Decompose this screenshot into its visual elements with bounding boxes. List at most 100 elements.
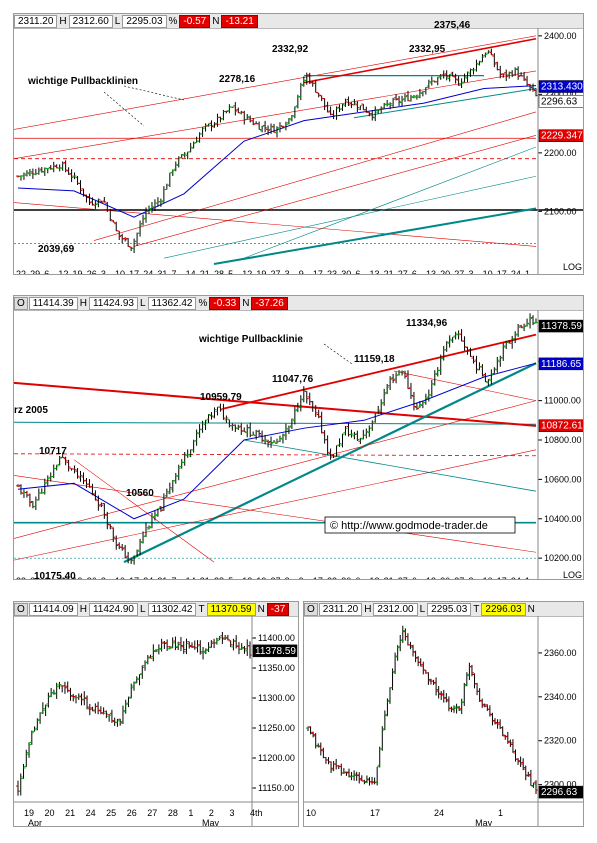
- x-tick-label: 10: [306, 808, 316, 818]
- x-tick-label: 4th: [250, 808, 263, 818]
- x-tick-label: 30: [341, 269, 351, 275]
- x-tick-label: 12: [242, 269, 252, 275]
- price-label-box: [538, 95, 583, 108]
- y-tick-label: 2200.00: [544, 148, 577, 158]
- price-label: 2313.430: [541, 82, 583, 93]
- x-tick-label: 17: [129, 576, 139, 580]
- x-tick-label: 7: [172, 269, 177, 275]
- y-tick-label: 2100.00: [544, 206, 577, 216]
- x-tick-label: 20: [45, 808, 55, 818]
- x-tick-label: 22: [16, 576, 26, 580]
- y-tick-label: 11250.00: [258, 723, 295, 733]
- x-tick-label: 28: [214, 576, 224, 580]
- x-tick-label: 26: [87, 269, 97, 275]
- x-tick-label: 14: [186, 269, 196, 275]
- y-tick-label: 2300.00: [544, 89, 577, 99]
- y-tick-label: 11000.00: [544, 396, 581, 406]
- open-value: 2311.20: [14, 15, 58, 28]
- x-tick-label: 20: [440, 269, 450, 275]
- price-label: 10872.61: [541, 421, 583, 432]
- x-tick-label: 25: [106, 808, 116, 818]
- annotation: 11047,76: [272, 374, 314, 385]
- x-tick-label: 7: [172, 576, 177, 580]
- annotation: 11334,96: [406, 318, 448, 329]
- x-tick-label: 9: [299, 269, 304, 275]
- last-value: 2296.03: [481, 603, 526, 616]
- x-tick-label: 27: [454, 269, 464, 275]
- x-tick-label: 10: [483, 269, 493, 275]
- sp-main-header: 2311.20 H 2312.60 L 2295.03% -0.57 N -13.21: [14, 14, 583, 29]
- price-label: 11186.65: [541, 359, 582, 370]
- x-tick-label: 1: [525, 576, 530, 580]
- pct-change: -0.57: [179, 15, 211, 28]
- y-tick-label: 2300.00: [544, 780, 577, 790]
- pullback-line: [14, 202, 537, 247]
- high-value: 11424.93: [88, 297, 138, 310]
- y-tick-label: 11200.00: [258, 753, 295, 763]
- y-tick-label: 10600.00: [544, 474, 582, 484]
- price-label-box: [538, 357, 583, 371]
- low-value: 2295.03: [122, 15, 167, 28]
- pct-change: -0.33: [209, 297, 241, 310]
- x-tick-label: 17: [313, 269, 323, 275]
- x-tick-label: 21: [200, 269, 210, 275]
- x-tick-label: 3: [468, 269, 473, 275]
- x-tick-label: 6: [355, 269, 360, 275]
- low-value: 11362.42: [147, 297, 197, 310]
- y-tick-label: 10400.00: [544, 514, 582, 524]
- x-tick-label: 19: [256, 576, 266, 580]
- x-tick-label: 27: [271, 576, 281, 580]
- x-tick-label: 3: [468, 576, 473, 580]
- annotation: 10959,79: [200, 392, 242, 403]
- y-tick-label: 10800.00: [544, 435, 582, 445]
- dow-main-header: O 11414.39 H 11424.93 L 11362.42% -0.33 N -37.26: [14, 296, 583, 311]
- x-tick-label: 21: [384, 269, 394, 275]
- price-label: 11378.59: [541, 321, 582, 332]
- pullback-line: [73, 459, 215, 563]
- open-value: 2311.20: [318, 603, 363, 616]
- trend-line-teal: [243, 146, 537, 259]
- main-uptrend-line: [123, 362, 537, 564]
- x-tick-label: 1: [498, 808, 503, 818]
- pullback-line: [14, 35, 537, 130]
- x-tick-label: 17: [497, 269, 507, 275]
- x-tick-label: 10: [115, 576, 125, 580]
- dow-main-panel: O 11414.39 H 11424.93 L 11362.42% -0.33 N -37.26…: [13, 295, 584, 580]
- x-tick-label: 17: [370, 808, 380, 818]
- x-tick-label: 6: [355, 576, 360, 580]
- x-tick-label: 30: [341, 576, 351, 580]
- x-tick-label: 3: [101, 576, 106, 580]
- x-tick-label: 20: [440, 576, 450, 580]
- annotation: 10175,40: [34, 571, 76, 580]
- x-tick-label: 13: [369, 269, 379, 275]
- price-label-box: [252, 644, 298, 658]
- x-tick-label: 13: [426, 576, 436, 580]
- x-tick-label: 13: [426, 269, 436, 275]
- channel-upper-line: [303, 37, 537, 84]
- y-tick-label: 2320.00: [544, 736, 577, 746]
- pullback-line: [14, 449, 537, 561]
- x-tick-label: 17: [129, 269, 139, 275]
- x-tick-label: 5: [228, 576, 233, 580]
- channel-lower-line: [353, 88, 537, 119]
- moving-average-line: [17, 85, 537, 218]
- x-tick-label: 27: [454, 576, 464, 580]
- x-tick-label: 31: [157, 269, 167, 275]
- annotation-leader: [103, 91, 145, 127]
- high-value: 2312.60: [68, 15, 113, 28]
- annotation-leader: [323, 343, 353, 365]
- net-change: -37.26: [251, 297, 288, 310]
- x-tick-label: 26: [87, 576, 97, 580]
- watermark-box: [324, 516, 516, 534]
- x-tick-label: 23: [327, 576, 337, 580]
- annotation: wichtige Pullbacklinie: [198, 334, 303, 345]
- annotation: 2039,69: [38, 244, 75, 255]
- pullback-line: [14, 400, 537, 539]
- annotation: 2332,92: [272, 44, 309, 55]
- x-tick-label: 17: [497, 576, 507, 580]
- watermark: © http://www.godmode-trader.de: [330, 520, 488, 532]
- pullback-line: [93, 111, 537, 241]
- open-value: 11414.09: [28, 603, 78, 616]
- x-tick-label: 24: [434, 808, 444, 818]
